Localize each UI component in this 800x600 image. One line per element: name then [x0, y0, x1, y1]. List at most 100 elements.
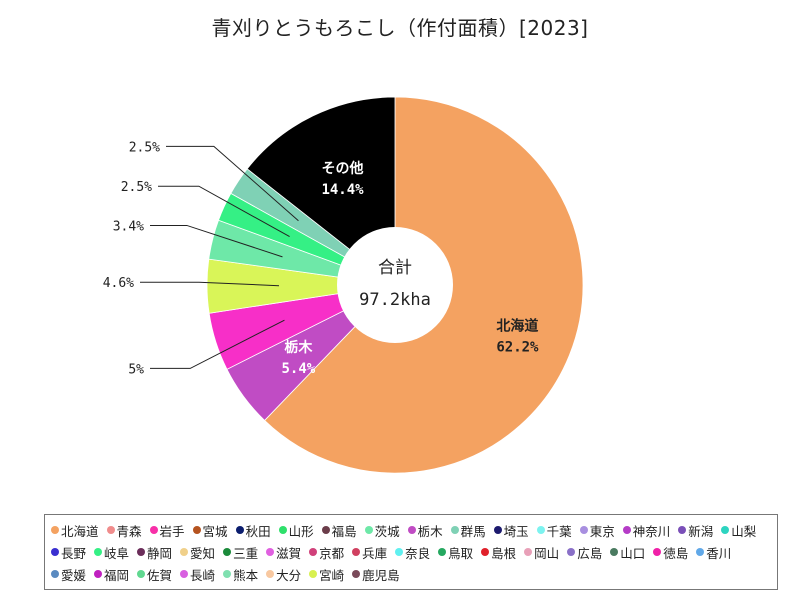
leader-line-5	[158, 185, 290, 238]
legend-item: 熊本	[223, 563, 258, 585]
legend-marker-icon	[579, 526, 588, 534]
legend-item: 群馬	[450, 519, 486, 541]
legend-marker-icon	[352, 570, 361, 578]
donut-hole	[337, 227, 453, 343]
legend-marker-icon	[51, 570, 59, 578]
legend-label: 広島	[577, 545, 603, 561]
legend-item: 宮城	[192, 519, 228, 541]
legend-label: 埼玉	[503, 523, 529, 539]
legend-marker-icon	[450, 526, 459, 534]
legend-item: 長野	[51, 541, 86, 563]
legend-item: 鹿児島	[352, 563, 400, 585]
legend-item: 滋賀	[266, 541, 301, 563]
legend-label: 山梨	[731, 523, 757, 539]
legend-item: 秋田	[235, 519, 271, 541]
legend-label: 島根	[491, 545, 517, 561]
legend-marker-icon	[235, 526, 244, 534]
chart-title: 青刈りとうもろこし（作付面積）[2023]	[211, 16, 589, 40]
leader-line-2	[150, 319, 285, 369]
legend-marker-icon	[94, 548, 103, 556]
legend-item: 山梨	[721, 519, 756, 541]
legend-label: 滋賀	[276, 545, 302, 561]
legend-label: 群馬	[460, 523, 486, 539]
center-label-title: 合計	[378, 258, 412, 278]
legend-item: 千葉	[536, 519, 572, 541]
pie-chart: 北海道 62.2% 栃木 5.4% 5% 4.6% 3.4% 2.5% 2.5% その他 14.4%…	[103, 96, 584, 474]
legend-marker-icon	[321, 526, 330, 534]
legend-item: 福島	[321, 519, 357, 541]
legend-label: 奈良	[405, 545, 431, 561]
legend-item: 岐阜	[94, 541, 129, 563]
legend-item: 青森	[106, 519, 142, 541]
legend-item: 山口	[610, 541, 645, 563]
legend-item: 岩手	[149, 519, 185, 541]
legend-marker-icon	[678, 526, 687, 534]
legend-label: 長野	[61, 545, 87, 561]
legend-marker-icon	[51, 526, 59, 534]
legend-marker-icon	[266, 548, 275, 556]
legend-marker-icon	[51, 548, 59, 556]
legend-label: 宮崎	[319, 567, 345, 583]
legend-item: 山形	[278, 519, 314, 541]
legend-label: 山口	[620, 545, 646, 561]
legend-label: 福島	[331, 523, 357, 539]
legend-item: 北海道	[51, 519, 99, 541]
legend-marker-icon	[223, 548, 232, 556]
legend-label: 京都	[319, 545, 345, 561]
slice-label-2: 5%	[128, 362, 144, 377]
legend-marker-icon	[438, 548, 447, 556]
legend-label: 栃木	[417, 523, 443, 539]
legend-item: 兵庫	[352, 541, 387, 563]
legend-item: 新潟	[678, 519, 713, 541]
legend-item: 東京	[579, 519, 615, 541]
legend-marker-icon	[180, 548, 189, 556]
legend-item: 奈良	[395, 541, 430, 563]
legend-marker-icon	[610, 548, 619, 556]
legend-label: 岐阜	[104, 545, 130, 561]
legend-item: 栃木	[407, 519, 443, 541]
legend-label: 鳥取	[448, 545, 474, 561]
legend-label: 神奈川	[632, 523, 671, 539]
legend-marker-icon	[524, 548, 533, 556]
legend-marker-icon	[137, 548, 146, 556]
legend-marker-icon	[94, 570, 103, 578]
legend-item: 静岡	[137, 541, 172, 563]
legend-marker-icon	[106, 526, 115, 534]
legend-label: 福岡	[104, 567, 130, 583]
slice-label-3: 4.6%	[103, 276, 134, 291]
legend-marker-icon	[309, 548, 318, 556]
legend-label: 岩手	[159, 523, 185, 539]
legend-marker-icon	[493, 526, 502, 534]
legend-marker-icon	[395, 548, 404, 556]
legend-label: 鹿児島	[362, 567, 400, 583]
legend-label: 熊本	[233, 567, 259, 583]
legend-label: 秋田	[245, 523, 271, 539]
legend-item: 愛知	[180, 541, 215, 563]
legend-label: 長崎	[190, 567, 216, 583]
legend-marker-icon	[137, 570, 146, 578]
slice-label-0: 北海道 62.2%	[496, 317, 539, 355]
slice-label-1: 栃木 5.4%	[282, 339, 316, 377]
legend-item: 岡山	[524, 541, 559, 563]
leader-line-4	[150, 224, 283, 258]
leader-line-6	[166, 145, 299, 222]
legend-label: 宮城	[202, 523, 228, 539]
legend-label: 北海道	[61, 523, 99, 539]
legend-item: 鳥取	[438, 541, 473, 563]
slice-label-7: その他 14.4%	[321, 160, 364, 198]
legend-item: 埼玉	[493, 519, 529, 541]
legend-item: 愛媛	[51, 563, 86, 585]
legend-label: 静岡	[147, 545, 173, 561]
legend-label: 徳島	[663, 545, 689, 561]
center-label-total: 97.2kha	[359, 290, 431, 310]
legend-label: 岡山	[534, 545, 560, 561]
legend-label: 三重	[233, 545, 259, 561]
legend-item: 茨城	[364, 519, 400, 541]
legend-marker-icon	[223, 570, 232, 578]
legend-label: 新潟	[688, 523, 714, 539]
legend-item: 大分	[266, 563, 301, 585]
legend-label: 千葉	[546, 523, 572, 539]
slice-label-6: 2.5%	[129, 140, 160, 155]
legend-item: 宮崎	[309, 563, 344, 585]
legend-marker-icon	[309, 570, 318, 578]
